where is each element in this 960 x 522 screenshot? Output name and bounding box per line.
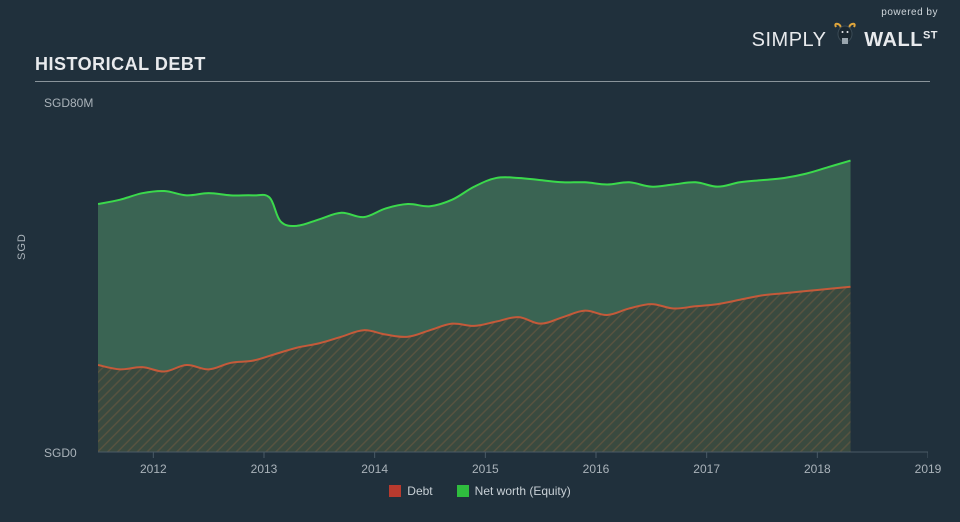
x-tick-label: 2016 <box>583 462 610 476</box>
chart-plot-area <box>98 104 928 452</box>
y-axis-label: SGD <box>16 233 28 260</box>
x-tick-label: 2012 <box>140 462 167 476</box>
legend-swatch-debt <box>389 485 401 497</box>
chart-title-wrap: HISTORICAL DEBT <box>35 54 930 82</box>
x-tick-label: 2015 <box>472 462 499 476</box>
chart-title: HISTORICAL DEBT <box>35 54 930 82</box>
brand-logo: SIMPLY WALLST <box>752 20 938 50</box>
x-tick-label: 2013 <box>251 462 278 476</box>
x-tick-label: 2014 <box>361 462 388 476</box>
y-tick-min: SGD0 <box>44 446 77 460</box>
legend-item-debt: Debt <box>389 484 432 498</box>
legend-label-debt: Debt <box>407 484 432 498</box>
legend-item-equity: Net worth (Equity) <box>457 484 571 498</box>
branding: powered by SIMPLY WALLST <box>752 8 938 50</box>
powered-by-label: powered by <box>752 8 938 18</box>
x-tick-label: 2019 <box>915 462 942 476</box>
y-tick-max: SGD80M <box>44 96 93 110</box>
x-tick-label: 2018 <box>804 462 831 476</box>
brand-text-suffix: ST <box>923 29 938 41</box>
bull-icon <box>832 20 858 46</box>
brand-text-right: WALL <box>864 29 923 51</box>
legend-swatch-equity <box>457 485 469 497</box>
chart-legend: Debt Net worth (Equity) <box>0 484 960 498</box>
legend-label-equity: Net worth (Equity) <box>475 484 571 498</box>
area-chart-svg <box>98 104 928 474</box>
x-tick-label: 2017 <box>693 462 720 476</box>
brand-text-left: SIMPLY <box>752 29 827 51</box>
